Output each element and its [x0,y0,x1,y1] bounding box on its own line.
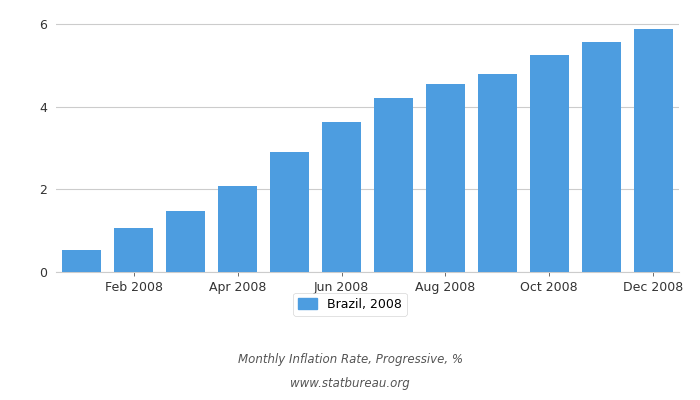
Bar [270,152,309,272]
Bar [582,42,621,272]
Bar [62,250,102,272]
Bar [634,28,673,272]
Bar [114,228,153,272]
Bar [478,74,517,272]
Bar [218,186,257,272]
Bar [426,84,465,272]
Bar [530,55,568,272]
Bar [374,98,413,272]
Text: Monthly Inflation Rate, Progressive, %: Monthly Inflation Rate, Progressive, % [237,354,463,366]
Legend: Brazil, 2008: Brazil, 2008 [293,293,407,316]
Bar [322,122,361,272]
Text: www.statbureau.org: www.statbureau.org [290,378,410,390]
Bar [167,211,205,272]
